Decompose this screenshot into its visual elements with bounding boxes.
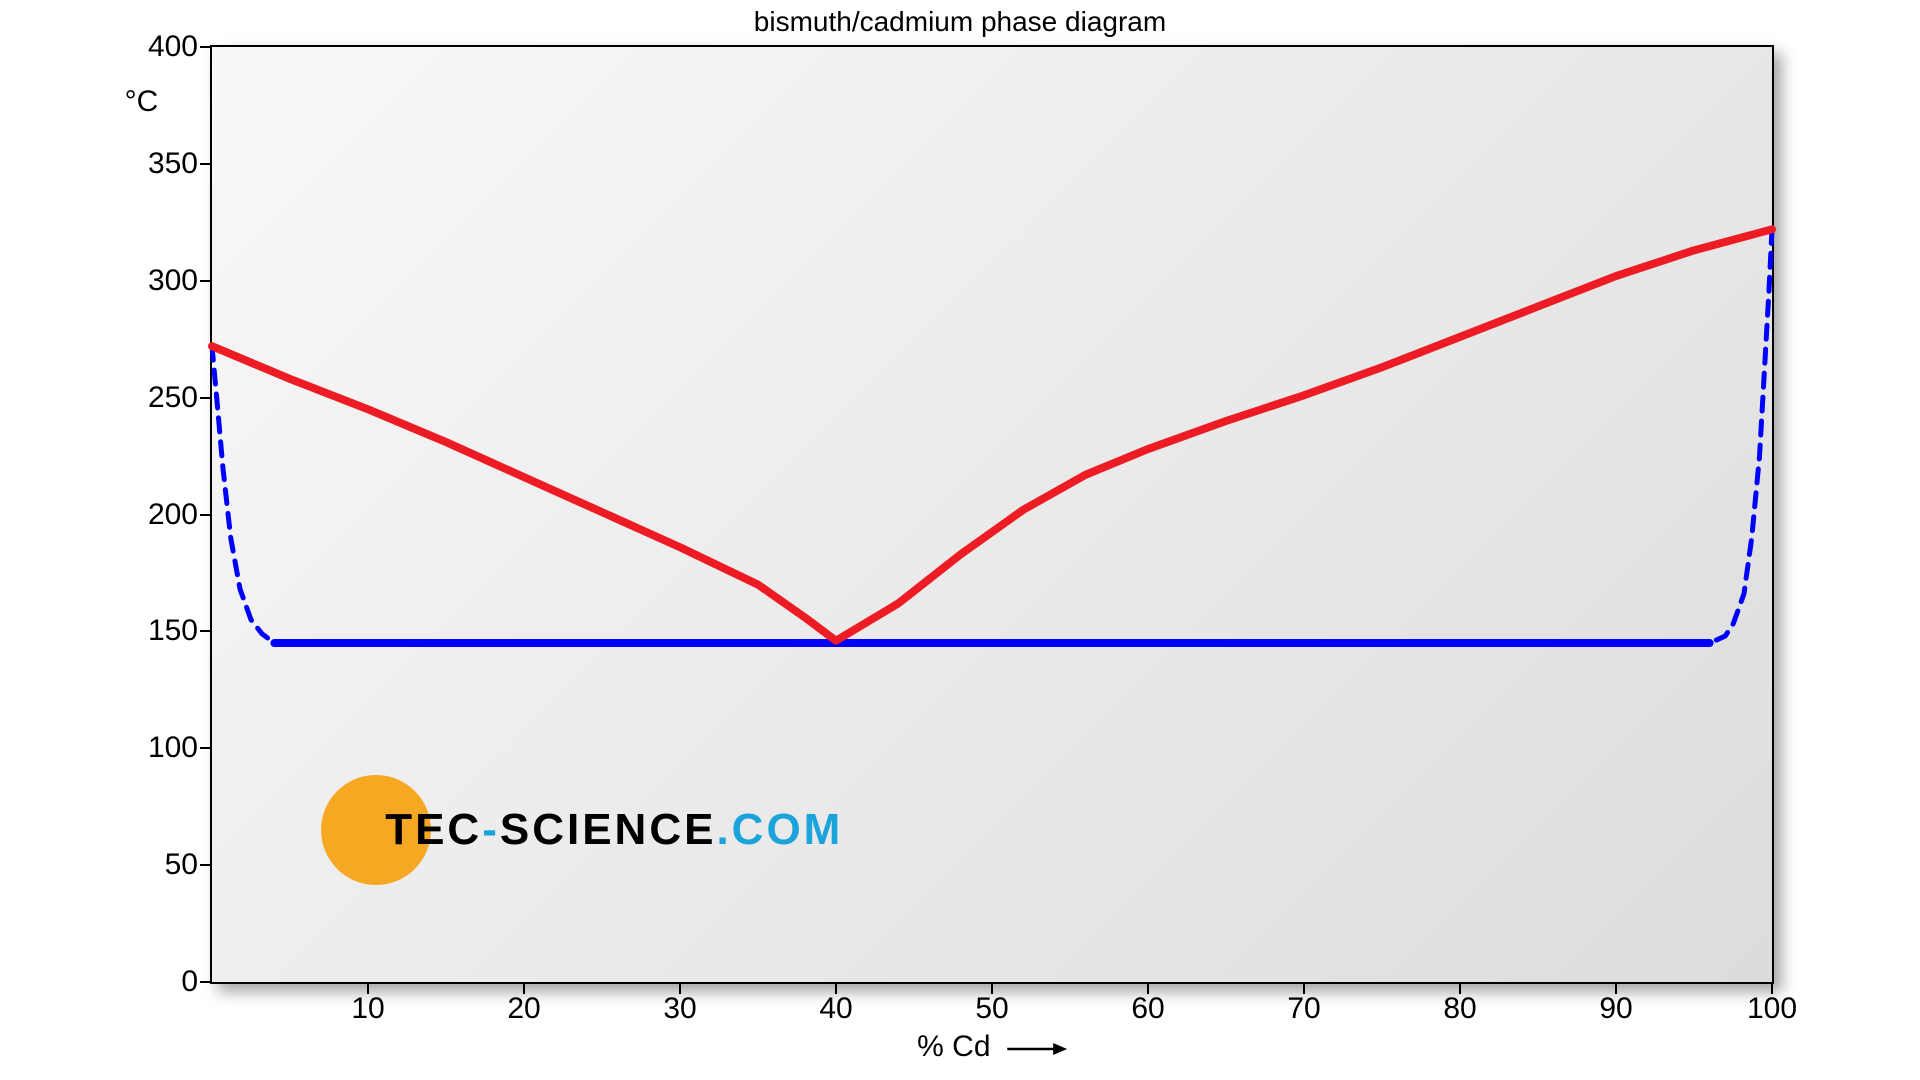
y-tick-mark	[200, 397, 212, 399]
watermark: TEC-SCIENCE.COM	[321, 775, 843, 885]
x-tick-label: 90	[1599, 992, 1632, 1026]
x-tick-mark	[1147, 982, 1149, 994]
chart-container: bismuth/cadmium phase diagram °C % Cd TE…	[0, 0, 1920, 1080]
plot-area: °C % Cd TEC-SCIENCE.COM 0501001502002503…	[210, 45, 1774, 984]
x-tick-label: 30	[663, 992, 696, 1026]
y-tick-mark	[200, 163, 212, 165]
chart-title: bismuth/cadmium phase diagram	[0, 6, 1920, 38]
x-tick-label: 10	[351, 992, 384, 1026]
y-tick-mark	[200, 747, 212, 749]
watermark-text: TEC-SCIENCE.COM	[385, 805, 843, 855]
watermark-part: COM	[732, 805, 844, 854]
watermark-part: TEC	[385, 805, 482, 854]
x-tick-mark	[1771, 982, 1773, 994]
x-axis-label: % Cd	[917, 1030, 1067, 1064]
x-tick-label: 40	[819, 992, 852, 1026]
series-path	[1710, 229, 1772, 643]
x-tick-mark	[1615, 982, 1617, 994]
series-path	[212, 346, 274, 643]
y-tick-label: 150	[148, 614, 198, 648]
x-axis-arrow-icon	[1007, 1030, 1067, 1064]
watermark-part: -	[482, 805, 500, 854]
x-axis-label-text: % Cd	[917, 1030, 990, 1063]
x-tick-mark	[835, 982, 837, 994]
x-tick-mark	[991, 982, 993, 994]
y-tick-mark	[200, 630, 212, 632]
y-tick-label: 200	[148, 498, 198, 532]
x-tick-label: 70	[1287, 992, 1320, 1026]
y-tick-mark	[200, 46, 212, 48]
y-tick-label: 300	[148, 264, 198, 298]
x-tick-label: 20	[507, 992, 540, 1026]
x-tick-label: 80	[1443, 992, 1476, 1026]
watermark-part: .	[716, 805, 731, 854]
x-tick-mark	[523, 982, 525, 994]
x-tick-label: 100	[1747, 992, 1797, 1026]
y-tick-label: 250	[148, 381, 198, 415]
x-tick-mark	[1303, 982, 1305, 994]
y-tick-mark	[200, 280, 212, 282]
y-tick-label: 350	[148, 147, 198, 181]
y-tick-mark	[200, 864, 212, 866]
y-tick-mark	[200, 981, 212, 983]
x-tick-label: 50	[975, 992, 1008, 1026]
x-tick-mark	[367, 982, 369, 994]
x-tick-mark	[1459, 982, 1461, 994]
y-axis-unit: °C	[125, 85, 159, 119]
y-tick-mark	[200, 514, 212, 516]
series-path	[836, 229, 1772, 640]
x-tick-label: 60	[1131, 992, 1164, 1026]
x-tick-mark	[679, 982, 681, 994]
series-path	[212, 346, 836, 641]
y-tick-label: 400	[148, 30, 198, 64]
y-tick-label: 0	[181, 965, 198, 999]
y-tick-label: 100	[148, 731, 198, 765]
watermark-part: SCIENCE	[500, 805, 717, 854]
y-tick-label: 50	[165, 848, 198, 882]
